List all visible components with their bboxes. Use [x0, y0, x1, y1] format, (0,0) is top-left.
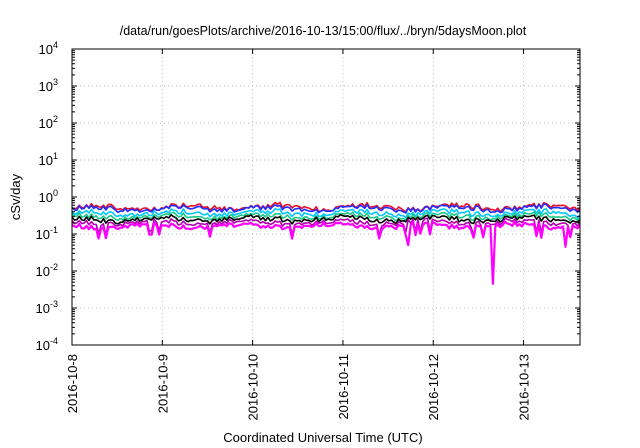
- grid: [72, 49, 580, 345]
- series-line: [71, 203, 581, 214]
- series-line: [71, 214, 581, 225]
- x-tick-label: 2016-10-10: [246, 354, 261, 421]
- series-line: [71, 217, 581, 237]
- chart-title: /data/run/goesPlots/archive/2016-10-13/1…: [120, 24, 527, 38]
- y-tick-label: 100: [39, 188, 58, 205]
- y-axis-label: cSv/day: [8, 173, 23, 220]
- y-tick-label: 10-2: [36, 262, 58, 279]
- x-tick-label: 2016-10-12: [426, 354, 441, 421]
- y-tick-label: 10-4: [36, 336, 58, 353]
- x-tick-label: 2016-10-11: [336, 354, 351, 420]
- x-axis: 2016-10-8 2016-10-9 2016-10-10 2016-10-11 20…: [65, 49, 532, 421]
- y-axis: 10-4 10-3 10-2 10-1 100 101 102 103 104: [36, 40, 580, 353]
- series-line: [71, 208, 581, 219]
- y-tick-label: 103: [39, 77, 58, 94]
- y-tick-label: 102: [39, 114, 58, 131]
- series-group: [71, 201, 581, 285]
- y-tick-label: 101: [39, 151, 58, 168]
- y-tick-label: 10-3: [36, 299, 58, 316]
- x-tick-label: 2016-10-8: [65, 354, 80, 413]
- y-tick-label: 104: [39, 40, 58, 57]
- series-line: [71, 211, 581, 222]
- x-tick-label: 2016-10-13: [517, 354, 532, 421]
- y-tick-label: 10-1: [36, 225, 58, 242]
- x-axis-label: Coordinated Universal Time (UTC): [223, 430, 422, 445]
- x-tick-label: 2016-10-9: [155, 354, 170, 413]
- series-line: [71, 220, 581, 285]
